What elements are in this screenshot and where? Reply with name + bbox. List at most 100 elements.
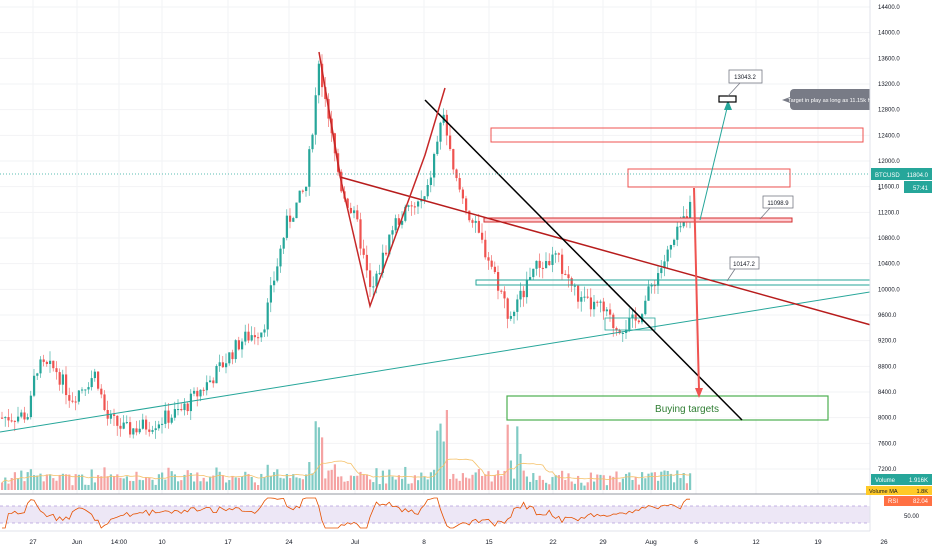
volume-bar [36, 475, 39, 490]
candle-body [180, 409, 183, 411]
price-label: 8400.0 [878, 390, 897, 396]
candle-body [221, 362, 224, 368]
price-label: 7200.0 [878, 467, 897, 473]
candle-body [516, 299, 519, 312]
level-high-callout[interactable] [762, 195, 794, 209]
volume-bar [529, 481, 532, 490]
ascending-trendline[interactable] [0, 281, 932, 433]
volume-bar [401, 478, 404, 490]
target-marker[interactable] [718, 95, 737, 103]
volume-ma-tag [866, 486, 932, 495]
candle-body [522, 290, 525, 298]
candle-body [1, 417, 4, 419]
candle-body [209, 380, 212, 383]
candle-body [535, 260, 538, 269]
volume-bar [87, 484, 90, 490]
volume-bar [260, 473, 263, 490]
candle-body [42, 359, 45, 362]
candle-body [317, 63, 320, 96]
candle-body [132, 428, 135, 435]
candle-body [580, 297, 583, 302]
descending-trendline-black[interactable] [424, 99, 743, 421]
volume-bar [141, 480, 144, 490]
volume-bar [519, 453, 522, 490]
volume-bar [673, 482, 676, 490]
volume-bar [650, 472, 653, 490]
time-label: Jul [351, 539, 360, 546]
candle-body [388, 234, 391, 255]
volume-bar [365, 474, 368, 490]
volume-bar [602, 475, 605, 490]
candle-body [513, 311, 516, 317]
level-low-callout[interactable] [729, 256, 760, 270]
volume-bar [186, 470, 189, 490]
last-price-tag[interactable] [871, 168, 932, 180]
rsi-axis-label: 50.00 [904, 514, 920, 520]
volume-bar [301, 479, 304, 490]
volume-bar [557, 475, 560, 490]
candle-body [417, 201, 420, 207]
volume-bar [423, 476, 426, 490]
level-high-text: 11098.9 [767, 201, 789, 207]
volume-bar [292, 474, 295, 490]
volume-bar [669, 473, 672, 490]
candle-body [673, 239, 676, 245]
candle-body [113, 414, 116, 416]
target-price-text: 13043.2 [734, 75, 756, 81]
support-high-zone[interactable] [483, 217, 793, 223]
volume-bar [468, 478, 471, 490]
volume-bar [474, 472, 477, 490]
candle-body [269, 285, 272, 303]
target-zone-box[interactable] [490, 127, 864, 143]
candle-body [599, 301, 602, 303]
volume-bar [644, 478, 647, 490]
price-label: 10400.0 [878, 262, 900, 268]
candle-body [68, 395, 71, 401]
candle-body [657, 273, 660, 286]
volume-bar [481, 475, 484, 490]
volume-bar [225, 482, 228, 490]
candle-body [477, 220, 480, 233]
resistance-zone-box[interactable] [627, 168, 791, 188]
volume-bar [439, 423, 442, 490]
volume-bar [346, 481, 349, 490]
volume-bar [71, 485, 74, 490]
price-label: 12000.0 [878, 159, 900, 165]
candle-body [321, 63, 324, 88]
volume-bar [417, 480, 420, 490]
price-axis[interactable] [870, 0, 932, 550]
candle-body [561, 254, 564, 274]
volume-bar [375, 468, 378, 490]
candle-body [394, 218, 397, 231]
volume-bar [493, 474, 496, 490]
candle-body [218, 362, 221, 366]
target-note-callout[interactable] [790, 89, 876, 110]
volume-bar [391, 476, 394, 490]
descending-trendline-red[interactable] [339, 176, 932, 343]
volume-bar [666, 470, 669, 490]
symbol-label: BTCUSD [875, 173, 900, 179]
volume-bar [45, 474, 48, 490]
candle-body [481, 232, 484, 240]
rsi-line [2, 497, 691, 529]
candle-body [493, 266, 496, 273]
candle-body [39, 359, 42, 374]
candle-body [122, 422, 125, 429]
volume-bar [189, 473, 192, 490]
volume-bar [151, 479, 154, 490]
buying-targets-box[interactable] [506, 395, 829, 421]
target-price-callout[interactable] [728, 69, 763, 84]
candle-body [135, 428, 138, 433]
volume-bar [173, 474, 176, 490]
candle-body [13, 420, 16, 422]
volume-bar [506, 424, 509, 490]
volume-bar [321, 437, 324, 490]
candle-body [663, 261, 666, 269]
candle-body [410, 205, 413, 207]
volume-bar [570, 481, 573, 490]
candle-body [644, 300, 647, 315]
volume-bar [1, 482, 4, 490]
accumulation-box[interactable] [604, 317, 656, 331]
volume-bar [154, 484, 157, 490]
